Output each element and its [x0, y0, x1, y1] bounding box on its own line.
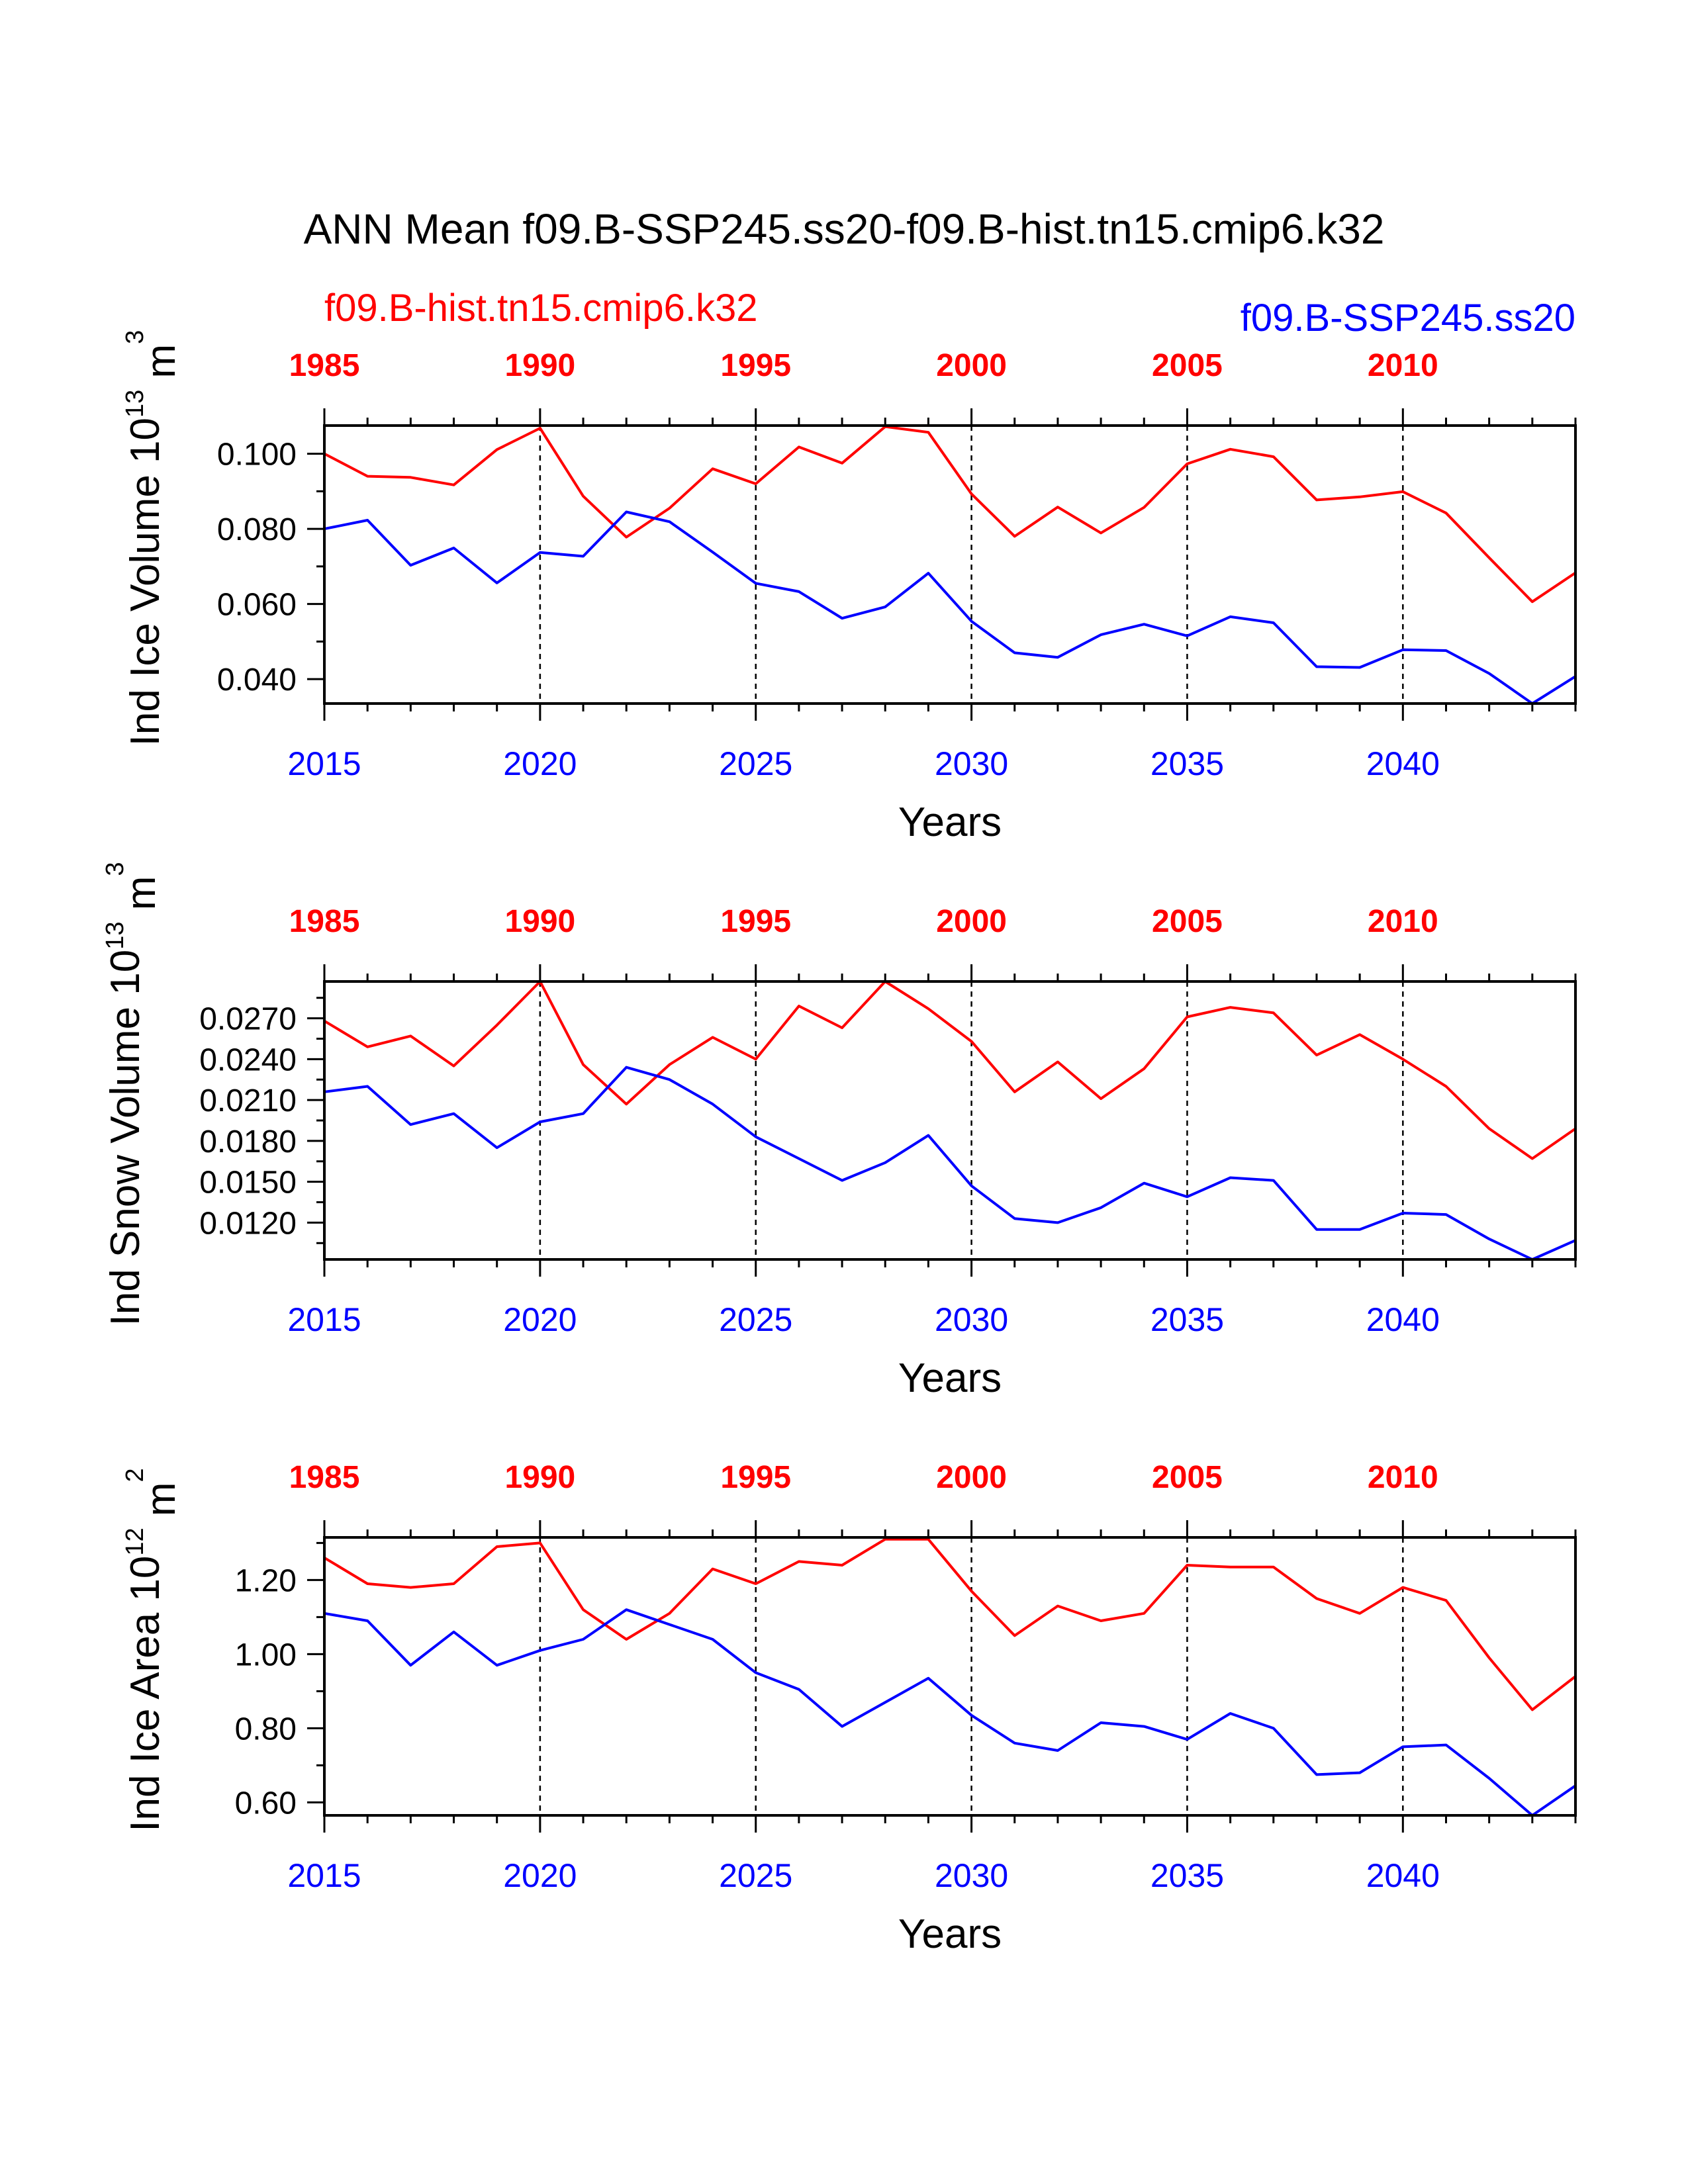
y-axis-label-part: m	[118, 876, 164, 922]
legend-hist-label: f09.B-hist.tn15.cmip6.k32	[324, 287, 757, 330]
x-tick-label: 2020	[503, 1301, 577, 1338]
series-line-ssp	[324, 510, 1577, 705]
panel-3: 2015 2020 2025 2030 2035 2040 1985 1990 1995 2000…	[121, 1460, 1577, 1957]
y-tick-label: 0.80	[235, 1711, 297, 1747]
x-tick-label: 2025	[719, 1857, 792, 1894]
series-line-ssp	[324, 1608, 1577, 1817]
y-axis-label-part: Ind Snow Volume 10	[103, 950, 148, 1326]
x-top-tick-label: 1990	[504, 348, 575, 383]
chart-panels: 2015 2020 2025 2030 2035 2040 1985 1990 1995 2000…	[101, 330, 1577, 1957]
x-top-tick-label: 2010	[1368, 348, 1438, 383]
y-axis-label-part: 13	[101, 922, 129, 950]
x-top-tick-label: 1990	[504, 1460, 575, 1495]
x-tick-label: 2035	[1150, 745, 1224, 782]
y-tick-label: 0.060	[217, 588, 297, 623]
x-tick-label: 2040	[1366, 1301, 1440, 1338]
y-tick-label: 0.0180	[199, 1124, 297, 1160]
series-line-hist	[323, 980, 1577, 1160]
x-top-tick-label: 2005	[1152, 348, 1223, 383]
y-tick-label: 0.0270	[199, 1002, 297, 1037]
x-top-tick-label: 1985	[289, 348, 360, 383]
y-tick-label: 0.0120	[199, 1206, 297, 1241]
plot-frame	[323, 424, 1577, 705]
x-top-tick-label: 2000	[936, 904, 1007, 939]
x-tick-label: 2025	[719, 1301, 792, 1338]
x-top-tick-label: 1995	[720, 1460, 791, 1495]
series-line-hist	[324, 425, 1577, 604]
x-tick-label: 2030	[935, 745, 1008, 782]
x-top-tick-label: 2005	[1152, 1460, 1223, 1495]
y-axis-label-part: Ind Ice Volume 10	[122, 418, 168, 746]
y-axis-label-part: 3	[101, 862, 129, 876]
x-top-tick-label: 1990	[504, 904, 575, 939]
y-axis-label-part: 12	[121, 1527, 149, 1555]
x-top-tick-label: 1995	[720, 348, 791, 383]
y-tick-label: 0.0150	[199, 1165, 297, 1201]
series-line-ssp	[324, 1066, 1576, 1261]
chart-title: ANN Mean f09.B-SSP245.ss20-f09.B-hist.tn…	[304, 205, 1385, 253]
plot-frame	[323, 1536, 1577, 1817]
x-axis-label: Years	[898, 1355, 1002, 1401]
x-tick-label: 2030	[935, 1857, 1008, 1894]
y-tick-label: 1.00	[235, 1637, 297, 1672]
x-tick-label: 2040	[1366, 745, 1440, 782]
x-tick-label: 2015	[287, 745, 361, 782]
x-top-tick-label: 1985	[289, 1460, 360, 1495]
y-axis-label-part: 3	[121, 330, 149, 344]
y-axis-label: Ind Ice Area 1012 m2	[121, 1468, 184, 1831]
x-top-tick-label: 2010	[1368, 904, 1438, 939]
panel-2: 2015 2020 2025 2030 2035 2040 1985 1990 1995 2000…	[101, 862, 1577, 1401]
x-tick-label: 2035	[1150, 1857, 1224, 1894]
panel-1: 2015 2020 2025 2030 2035 2040 1985 1990 1995 2000…	[121, 330, 1577, 845]
y-axis-label-part: Ind Ice Area 10	[122, 1556, 168, 1832]
series-line-hist	[323, 1537, 1577, 1711]
x-tick-label: 2040	[1366, 1857, 1440, 1894]
x-tick-label: 2035	[1150, 1301, 1224, 1338]
y-axis-label-part: 13	[121, 390, 149, 418]
x-tick-label: 2015	[287, 1301, 361, 1338]
y-axis-label-part: m	[138, 344, 184, 390]
y-tick-label: 0.040	[217, 662, 297, 698]
y-axis-label-part: 2	[121, 1468, 149, 1482]
y-tick-label: 0.0210	[199, 1083, 297, 1118]
y-tick-label: 0.60	[235, 1786, 297, 1821]
x-tick-label: 2020	[503, 1857, 577, 1894]
x-tick-label: 2025	[719, 745, 792, 782]
x-tick-label: 2020	[503, 745, 577, 782]
y-axis-label: Ind Snow Volume 1013 m3	[101, 862, 164, 1326]
y-axis-label: Ind Ice Volume 1013 m3	[121, 330, 184, 747]
y-tick-label: 0.100	[217, 437, 297, 473]
x-tick-label: 2030	[935, 1301, 1008, 1338]
legend-ssp-label: f09.B-SSP245.ss20	[1241, 296, 1575, 340]
y-tick-label: 0.080	[217, 512, 297, 547]
y-tick-label: 0.0240	[199, 1042, 297, 1077]
x-top-tick-label: 2005	[1152, 904, 1223, 939]
x-top-tick-label: 1995	[720, 904, 791, 939]
y-tick-label: 1.20	[235, 1563, 297, 1598]
x-top-tick-label: 2010	[1368, 1460, 1438, 1495]
x-top-tick-label: 2000	[936, 1460, 1007, 1495]
x-top-tick-label: 1985	[289, 904, 360, 939]
x-axis-label: Years	[898, 1911, 1002, 1957]
x-top-tick-label: 2000	[936, 348, 1007, 383]
x-tick-label: 2015	[287, 1857, 361, 1894]
y-axis-label-part: m	[138, 1482, 184, 1527]
x-axis-label: Years	[898, 799, 1002, 845]
